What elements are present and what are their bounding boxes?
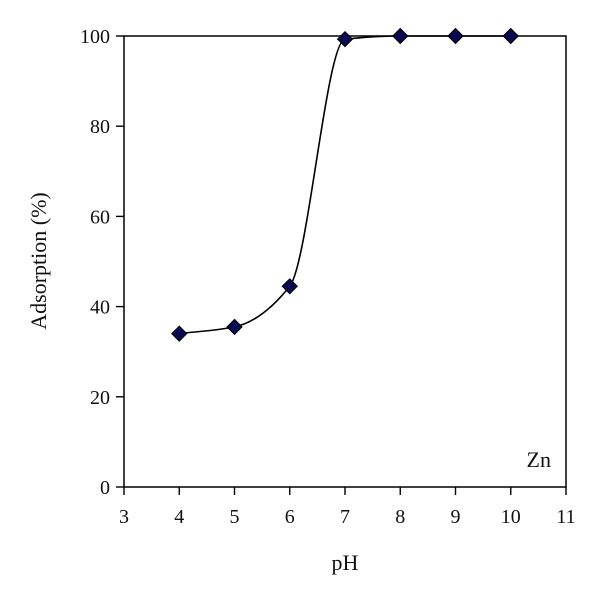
x-axis-ticks: 3 4 5 6 7 8 9 10 11 (119, 487, 576, 528)
series-fit-line (179, 35, 511, 335)
x-axis-title: pH (332, 550, 359, 575)
y-tick-label: 60 (90, 206, 110, 228)
data-point (226, 318, 243, 336)
data-point (171, 325, 188, 342)
x-tick-label: 7 (340, 506, 350, 528)
data-point (281, 278, 298, 295)
data-point (447, 27, 464, 45)
x-tick-label: 11 (556, 506, 575, 528)
y-tick-label: 40 (90, 297, 110, 319)
y-tick-label: 20 (90, 387, 110, 409)
y-tick-label: 80 (90, 116, 110, 138)
x-tick-label: 9 (451, 506, 461, 528)
data-point (336, 30, 354, 48)
annotation-zn: Zn (527, 447, 551, 472)
x-tick-label: 5 (230, 506, 240, 528)
x-tick-label: 3 (119, 506, 129, 528)
x-tick-label: 8 (395, 506, 405, 528)
data-points (171, 27, 519, 342)
plot-area-frame (123, 35, 567, 488)
y-tick-label: 100 (80, 26, 110, 48)
data-point (502, 27, 519, 45)
y-axis-title: Adsorption (%) (26, 192, 51, 329)
y-axis-ticks: 0 20 40 60 80 100 (80, 26, 124, 499)
y-tick-label: 0 (100, 477, 110, 499)
x-tick-label: 6 (285, 506, 295, 528)
data-point (392, 27, 409, 45)
x-tick-label: 4 (174, 506, 184, 528)
x-tick-label: 10 (501, 506, 521, 528)
